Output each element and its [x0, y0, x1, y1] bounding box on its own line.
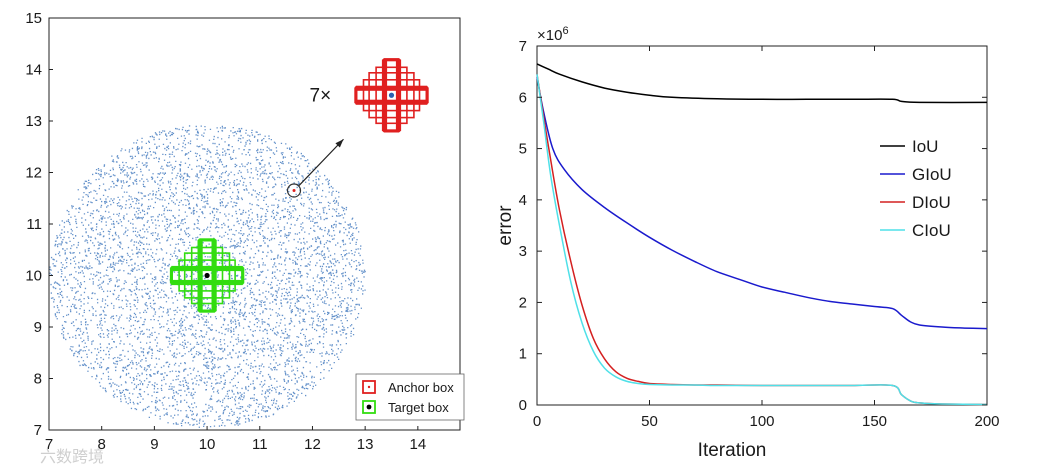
y-tick-label: 15	[25, 10, 42, 27]
right-line-panel: 0 50 100 150 200 0 1 2 3 4 5 6 7 ×106 Iteration erro…	[495, 25, 1000, 461]
target-box-13	[171, 269, 243, 286]
target-center-point	[204, 272, 210, 279]
zoom-arrow-head	[335, 139, 344, 148]
y-tick-label: 8	[34, 371, 42, 388]
box-groups	[169, 58, 429, 313]
target-box-16	[178, 259, 236, 292]
watermark-text: 六数跨境	[40, 447, 104, 466]
series-line-giou	[536, 76, 988, 330]
x-tick-label: 50	[641, 413, 658, 430]
anchor-box-group	[354, 58, 429, 133]
right-tick-labels: 0 50 100 150 200 0 1 2 3 4 5 6 7	[519, 38, 1000, 430]
y-tick-label: 10	[25, 268, 42, 285]
y-tick-label: 7	[34, 422, 42, 439]
y-tick-label: 3	[519, 243, 527, 260]
right-legend: IoU GIoU DIoU CIoU	[880, 137, 952, 240]
x-tick-label: 10	[199, 436, 216, 453]
y-tick-label: 0	[519, 397, 527, 414]
y-tick-label: 9	[34, 319, 42, 336]
x-tick-label: 13	[357, 436, 374, 453]
anchor-box-13	[355, 89, 428, 105]
x-tick-label: 9	[150, 436, 158, 453]
y-tick-label: 5	[519, 141, 527, 158]
legend-swatch	[362, 400, 376, 414]
legend-marker	[367, 385, 371, 389]
x-tick-label: 7	[45, 436, 53, 453]
anchor-box-16	[362, 79, 421, 112]
error-series-lines	[536, 63, 988, 406]
legend-label: IoU	[912, 137, 938, 156]
x-tick-label: 150	[862, 413, 887, 430]
x-tick-label: 11	[252, 436, 268, 453]
y-tick-label: 1	[519, 346, 527, 363]
anchor-box-15	[375, 66, 408, 125]
x-tick-label: 8	[98, 436, 106, 453]
legend-label: GIoU	[912, 165, 952, 184]
anchor-center-point	[388, 92, 395, 98]
x-tick-label: 12	[304, 436, 321, 453]
y-tick-label: 4	[519, 192, 527, 209]
x-tick-label: 14	[410, 436, 427, 453]
y-tick-label: 2	[519, 294, 527, 311]
legend-swatch	[362, 380, 376, 394]
series-line-ciou	[536, 74, 988, 406]
y-tick-label: 13	[25, 113, 42, 130]
x-axis-label: Iteration	[698, 440, 767, 461]
left-scatter-panel: 7 8 9 10 11 12 13 14 7 8 9 10 11 12 13 14 15 7× Anchor b…	[25, 10, 465, 453]
x-tick-label: 100	[749, 413, 774, 430]
y-axis-label: error	[495, 205, 516, 246]
multiplier-label: 7×	[310, 85, 332, 106]
legend-label: DIoU	[912, 193, 951, 212]
legend-label: CIoU	[912, 221, 951, 240]
y-tick-label: 7	[519, 38, 527, 55]
target-box-6	[201, 239, 217, 312]
zoom-arrow-line	[298, 138, 344, 186]
y-tick-label: 11	[26, 216, 42, 233]
legend-label: Target box	[388, 400, 449, 415]
y-exponent-label: ×106	[537, 25, 569, 44]
target-box-15	[190, 246, 224, 305]
sample-circle	[286, 183, 302, 198]
sample-point	[292, 189, 296, 193]
series-line-iou	[536, 63, 988, 104]
x-tick-label: 200	[974, 413, 999, 430]
legend-label: Anchor box	[388, 380, 454, 395]
left-legend: Anchor box Target box	[355, 373, 465, 421]
y-tick-label: 14	[25, 62, 42, 79]
target-box-group	[169, 238, 245, 313]
y-tick-label: 6	[519, 89, 527, 106]
y-tick-label: 12	[25, 165, 42, 182]
x-tick-label: 0	[533, 413, 541, 430]
anchor-box-14	[368, 72, 415, 119]
target-box-14	[183, 252, 231, 299]
legend-marker	[366, 404, 372, 410]
left-tick-labels: 7 8 9 10 11 12 13 14 7 8 9 10 11 12 13 14 15	[25, 10, 426, 453]
anchor-box-6	[385, 59, 402, 132]
